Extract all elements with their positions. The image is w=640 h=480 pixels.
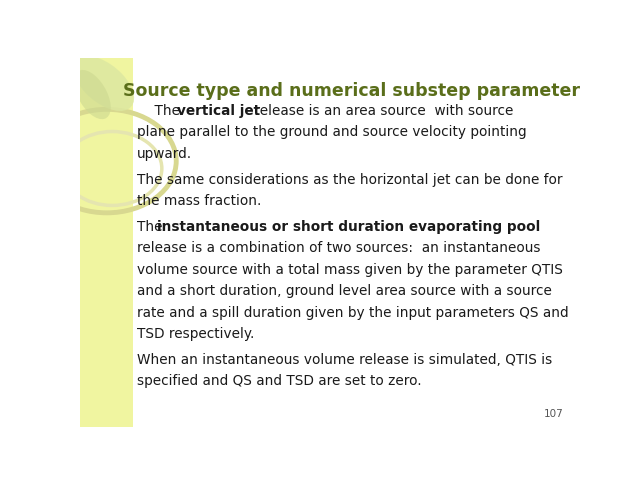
Text: upward.: upward. [137,147,192,161]
Text: release is an area source  with source: release is an area source with source [250,104,513,118]
Text: When an instantaneous volume release is simulated, QTIS is: When an instantaneous volume release is … [137,353,552,367]
Ellipse shape [74,70,111,119]
Text: vertical jet: vertical jet [177,104,260,118]
Text: plane parallel to the ground and source velocity pointing: plane parallel to the ground and source … [137,125,527,139]
Ellipse shape [74,56,134,111]
Text: The: The [137,220,167,234]
Text: specified and QS and TSD are set to zero.: specified and QS and TSD are set to zero… [137,374,422,388]
Text: rate and a spill duration given by the input parameters QS and: rate and a spill duration given by the i… [137,306,569,320]
Text: The: The [137,104,184,118]
Text: release is a combination of two sources:  an instantaneous: release is a combination of two sources:… [137,241,541,255]
Text: and a short duration, ground level area source with a source: and a short duration, ground level area … [137,284,552,298]
Text: The same considerations as the horizontal jet can be done for: The same considerations as the horizonta… [137,172,563,187]
Text: volume source with a total mass given by the parameter QTIS: volume source with a total mass given by… [137,263,563,277]
Text: instantaneous or short duration evaporating pool: instantaneous or short duration evaporat… [157,220,540,234]
Text: Source type and numerical substep parameter: Source type and numerical substep parame… [124,82,580,100]
Text: TSD respectively.: TSD respectively. [137,327,255,341]
Text: the mass fraction.: the mass fraction. [137,194,261,208]
Text: 107: 107 [544,409,564,419]
Bar [80,58,133,427]
